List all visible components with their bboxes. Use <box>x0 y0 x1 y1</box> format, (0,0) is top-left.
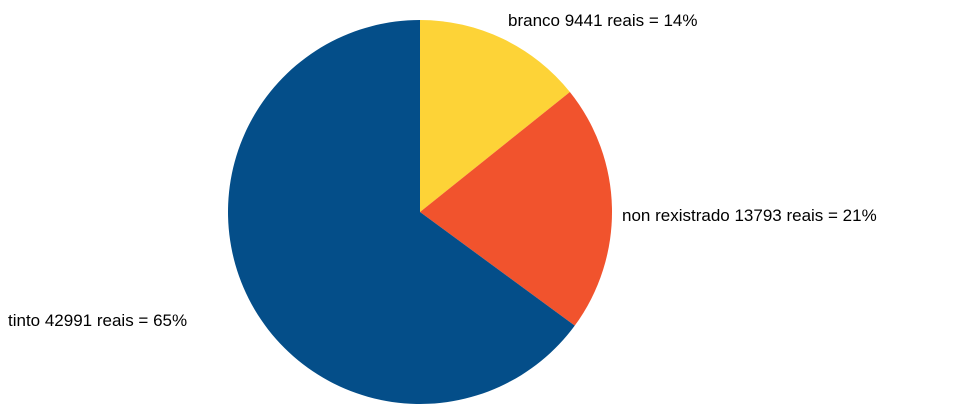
pie-slice-non-rexistrado <box>420 92 613 326</box>
slice-label-tinto: tinto 42991 reais = 65% <box>8 311 187 330</box>
pie-slices <box>228 20 613 404</box>
slice-label-branco: branco 9441 reais = 14% <box>508 11 698 30</box>
pie-labels: branco 9441 reais = 14% non rexistrado 1… <box>8 11 877 330</box>
pie-slice-branco <box>420 20 570 212</box>
slice-label-non-rexistrado: non rexistrado 13793 reais = 21% <box>622 206 877 225</box>
pie-slice-tinto <box>228 20 575 404</box>
